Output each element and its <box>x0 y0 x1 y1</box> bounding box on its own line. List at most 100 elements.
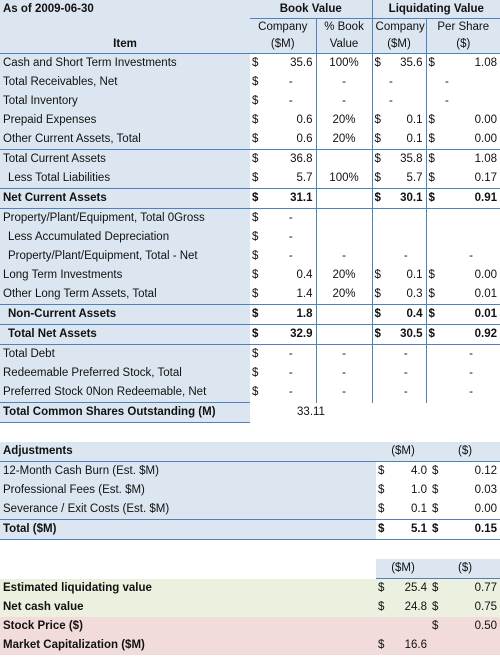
row-book-value: - <box>288 386 293 399</box>
row-per-share: - <box>469 250 473 262</box>
row-ps-currency: $ <box>425 169 443 189</box>
row-per-share: 0.17 <box>474 172 498 184</box>
row-pct-book: - <box>315 364 373 383</box>
row-per-share: 0.92 <box>442 324 500 345</box>
row-pct-book: 20% <box>315 266 373 285</box>
row-per-share: 0.00 <box>474 133 498 145</box>
row-per-share: - <box>469 367 473 379</box>
row-ps-currency <box>425 73 443 92</box>
row-per-share: - <box>469 348 473 360</box>
spacer-1 <box>0 423 500 442</box>
row-liq-value <box>386 228 426 247</box>
row-ps-currency: $ <box>425 304 443 325</box>
table-row: Preferred Stock 0Non Redeemable, Net $ - - -… <box>0 383 500 403</box>
row-book-currency: $ <box>252 288 259 300</box>
adjustment-total-d-currency: $ <box>430 519 447 540</box>
row-liq-value: - <box>389 95 393 107</box>
row-per-share: - <box>469 386 473 399</box>
adjustment-m-currency: $ <box>378 484 385 496</box>
row-per-share: - <box>445 76 449 88</box>
row-liq-currency: $ <box>371 130 387 150</box>
adjustments-table: Adjustments ($M) ($) 12-Month Cash Burn … <box>0 442 500 540</box>
row-ps-currency <box>425 344 443 364</box>
row-book-currency: $ <box>250 188 266 209</box>
row-book-currency: $ <box>252 231 259 243</box>
row-liq-currency: $ <box>371 169 387 189</box>
table-row: Net Current Assets $31.1 $30.1 $0.91 <box>0 188 500 209</box>
row-item-label: Cash and Short Term Investments <box>0 53 250 73</box>
header-row-1: As of 2009-06-30 Book Value Liquidating … <box>0 0 500 19</box>
adjustment-m-value: 0.1 <box>411 503 428 515</box>
table-row: Long Term Investments $0.4 20% $0.1 $0.00 <box>0 266 500 285</box>
row-liq-value: 30.5 <box>386 324 427 345</box>
sm-header-lv: ($M) <box>371 36 427 54</box>
summary-header-row: ($M) ($) <box>0 559 500 579</box>
book-value-header: Book Value <box>250 0 373 19</box>
row-book-value: - <box>288 95 293 107</box>
row-book-value: 0.6 <box>296 133 313 145</box>
table-row: Non-Current Assets $1.8 $0.4 $0.01 <box>0 304 500 325</box>
table-row: Total Receivables, Net $ - - - - <box>0 73 500 92</box>
per-share-header: Per Share <box>425 18 500 36</box>
row-book-value: - <box>288 212 293 224</box>
row-book-currency: $ <box>250 304 266 325</box>
table-row: Redeemable Preferred Stock, Total $ - - - - <box>0 364 500 383</box>
adjustment-m-currency: $ <box>378 465 385 477</box>
adjustment-m-currency: $ <box>378 503 385 515</box>
row-book-currency: $ <box>252 133 259 145</box>
row-liq-currency <box>371 92 387 111</box>
row-pct-book: 20% <box>315 111 373 130</box>
row-ps-currency <box>425 383 443 403</box>
row-pct-book <box>315 208 373 228</box>
row-pct-book: 100% <box>315 53 373 73</box>
summary-m-currency: $ <box>376 598 390 617</box>
row-ps-currency <box>425 247 443 266</box>
adjustment-row: Severance / Exit Costs (Est. $M) $0.1 $0.0… <box>0 500 500 520</box>
header-row-3: Item ($M) Value ($M) ($) <box>0 36 500 54</box>
table-row: Less Accumulated Depreciation $ - <box>0 228 500 247</box>
row-ps-currency: $ <box>425 188 443 209</box>
summary-row: Stock Price ($) $0.50 <box>0 617 500 636</box>
row-book-currency: $ <box>252 172 259 184</box>
adjustment-d-value: 0.00 <box>474 503 498 515</box>
table-row: Total Net Assets $32.9 $30.5 $0.92 <box>0 324 500 345</box>
table-row: Total Debt $ - - - - <box>0 344 500 364</box>
row-item-label: Total Debt <box>0 344 250 364</box>
summary-m-currency: $ <box>376 578 390 598</box>
row-per-share: 1.08 <box>474 57 498 69</box>
row-per-share <box>442 228 500 247</box>
row-liq-currency: $ <box>371 149 387 169</box>
shares-label: Total Common Shares Outstanding (M) <box>0 402 250 423</box>
adjustment-d-currency: $ <box>432 465 439 477</box>
row-liq-currency: $ <box>371 188 387 209</box>
dollar-header: ($) <box>425 36 500 54</box>
row-item-label: Net Current Assets <box>0 188 250 209</box>
row-liq-value: - <box>389 76 393 88</box>
row-book-currency: $ <box>252 212 259 224</box>
row-book-value: 1.4 <box>296 288 313 300</box>
row-item-label: Less Accumulated Depreciation <box>0 228 250 247</box>
row-liq-currency: $ <box>371 111 387 130</box>
row-item-label: Less Total Liabilities <box>0 169 250 189</box>
item-header: Item <box>0 36 250 54</box>
row-item-label: Preferred Stock 0Non Redeemable, Net <box>0 383 250 403</box>
row-liq-currency: $ <box>371 285 387 305</box>
header-row-2: Company % Book Company Per Share <box>0 18 500 36</box>
summary-d-value: 0.75 <box>446 598 500 617</box>
row-book-currency: $ <box>252 95 259 107</box>
row-book-value: - <box>288 231 293 243</box>
row-liq-value: - <box>403 348 408 360</box>
sum-col-m: ($M) <box>376 559 431 579</box>
row-liq-currency <box>371 247 387 266</box>
value-header: Value <box>315 36 373 54</box>
row-per-share: 0.01 <box>474 288 498 300</box>
adjustment-d-currency: $ <box>432 484 439 496</box>
row-liq-value <box>386 209 426 229</box>
row-liq-currency: $ <box>371 324 387 345</box>
row-book-value: 31.1 <box>266 188 316 209</box>
row-liq-value: - <box>403 386 408 399</box>
summary-d-currency <box>430 636 447 655</box>
table-row: Other Current Assets, Total $0.6 20% $0.1 $0… <box>0 130 500 150</box>
pct-book-header: % Book <box>315 18 373 36</box>
row-liq-value: 0.3 <box>406 288 423 300</box>
